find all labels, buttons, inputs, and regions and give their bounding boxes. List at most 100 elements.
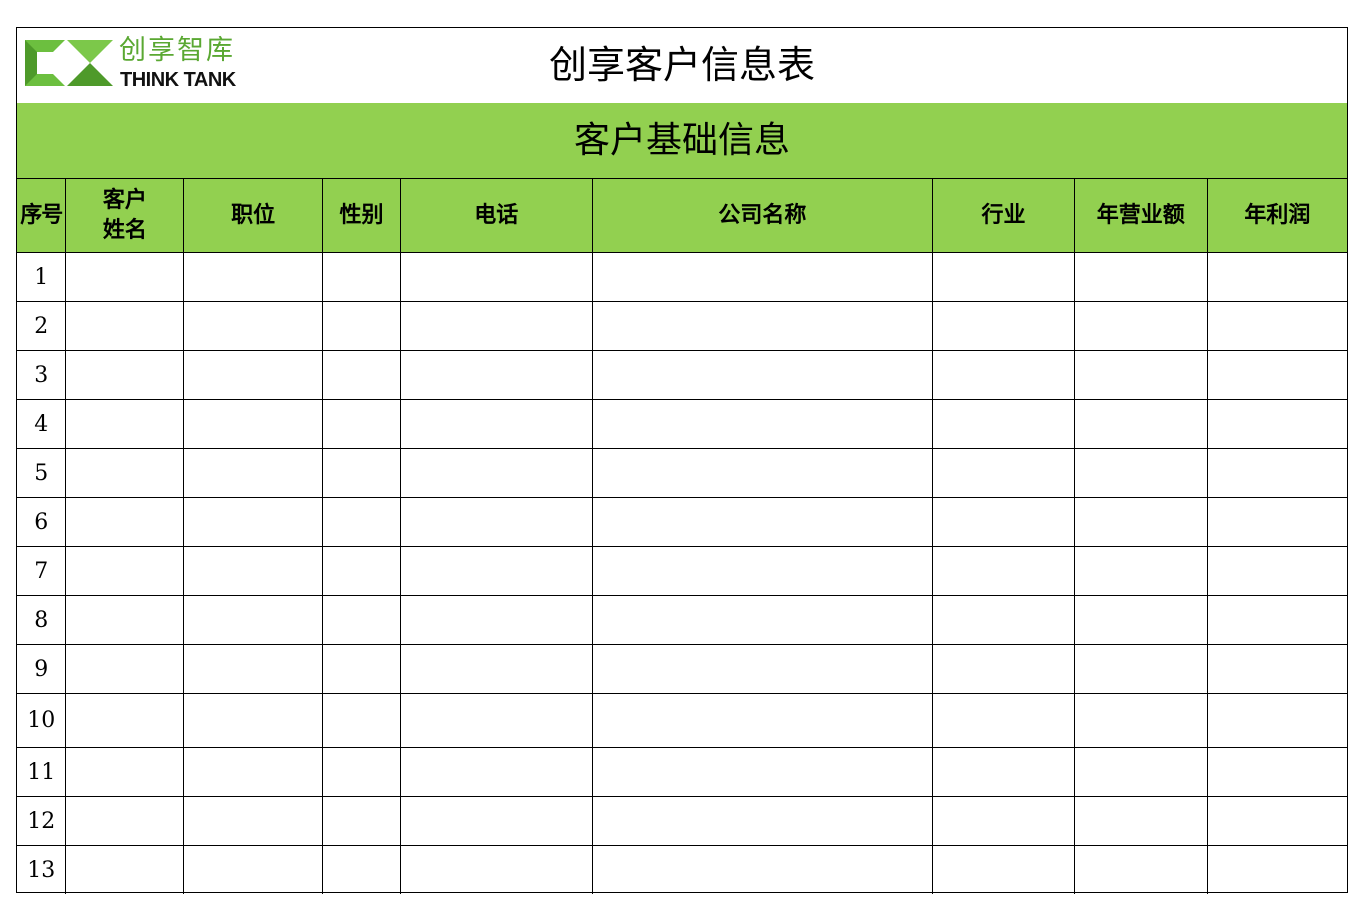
table-cell[interactable]	[65, 448, 185, 498]
table-cell[interactable]	[932, 693, 1075, 748]
table-cell[interactable]	[399, 595, 593, 645]
table-cell[interactable]	[399, 350, 593, 400]
table-cell[interactable]	[932, 845, 1075, 894]
table-cell[interactable]	[322, 546, 401, 596]
table-cell[interactable]	[1206, 301, 1347, 351]
table-cell[interactable]	[399, 399, 593, 449]
table-cell[interactable]	[399, 448, 593, 498]
table-cell[interactable]	[65, 747, 185, 797]
table-cell[interactable]	[183, 693, 324, 748]
table-cell[interactable]	[1073, 301, 1208, 351]
table-cell[interactable]	[183, 448, 324, 498]
table-cell[interactable]	[1206, 448, 1347, 498]
table-cell[interactable]	[322, 644, 401, 694]
table-cell[interactable]	[932, 350, 1075, 400]
table-cell[interactable]	[399, 252, 593, 302]
table-cell[interactable]	[932, 448, 1075, 498]
table-cell[interactable]	[1073, 399, 1208, 449]
table-cell[interactable]	[183, 252, 324, 302]
table-cell[interactable]	[183, 845, 324, 894]
table-cell[interactable]	[322, 350, 401, 400]
table-cell[interactable]	[932, 644, 1075, 694]
table-cell[interactable]	[65, 796, 185, 846]
table-cell[interactable]	[399, 796, 593, 846]
table-cell[interactable]	[65, 301, 185, 351]
table-cell[interactable]	[932, 399, 1075, 449]
table-cell[interactable]	[399, 546, 593, 596]
table-cell[interactable]	[591, 448, 934, 498]
table-cell[interactable]	[591, 399, 934, 449]
table-cell[interactable]	[591, 644, 934, 694]
table-cell[interactable]	[591, 693, 934, 748]
table-cell[interactable]	[1073, 747, 1208, 797]
table-cell[interactable]	[591, 497, 934, 547]
table-cell[interactable]	[591, 796, 934, 846]
table-cell[interactable]	[183, 644, 324, 694]
table-cell[interactable]	[591, 845, 934, 894]
table-cell[interactable]	[1073, 350, 1208, 400]
table-cell[interactable]	[1073, 546, 1208, 596]
table-cell[interactable]	[399, 693, 593, 748]
table-cell[interactable]	[591, 301, 934, 351]
table-cell[interactable]	[932, 796, 1075, 846]
table-cell[interactable]	[183, 796, 324, 846]
table-cell[interactable]	[399, 497, 593, 547]
table-cell[interactable]	[1206, 845, 1347, 894]
table-cell[interactable]	[1073, 796, 1208, 846]
table-cell[interactable]	[1206, 595, 1347, 645]
table-cell[interactable]	[1073, 693, 1208, 748]
table-cell[interactable]	[65, 497, 185, 547]
table-cell[interactable]	[322, 301, 401, 351]
table-cell[interactable]	[1073, 644, 1208, 694]
table-cell[interactable]	[399, 845, 593, 894]
table-cell[interactable]	[183, 399, 324, 449]
table-cell[interactable]	[183, 350, 324, 400]
table-cell[interactable]	[932, 252, 1075, 302]
table-cell[interactable]	[399, 301, 593, 351]
table-cell[interactable]	[1206, 693, 1347, 748]
table-cell[interactable]	[399, 747, 593, 797]
table-cell[interactable]	[183, 747, 324, 797]
table-cell[interactable]	[322, 595, 401, 645]
table-cell[interactable]	[183, 497, 324, 547]
table-cell[interactable]	[65, 252, 185, 302]
table-cell[interactable]	[183, 301, 324, 351]
table-cell[interactable]	[65, 595, 185, 645]
table-cell[interactable]	[65, 546, 185, 596]
table-cell[interactable]	[65, 644, 185, 694]
table-cell[interactable]	[322, 845, 401, 894]
table-cell[interactable]	[1206, 350, 1347, 400]
table-cell[interactable]	[591, 252, 934, 302]
table-cell[interactable]	[322, 796, 401, 846]
table-cell[interactable]	[591, 350, 934, 400]
table-cell[interactable]	[1073, 497, 1208, 547]
table-cell[interactable]	[65, 350, 185, 400]
table-cell[interactable]	[932, 497, 1075, 547]
table-cell[interactable]	[399, 644, 593, 694]
table-cell[interactable]	[1206, 399, 1347, 449]
table-cell[interactable]	[1206, 796, 1347, 846]
table-cell[interactable]	[65, 399, 185, 449]
table-cell[interactable]	[1206, 252, 1347, 302]
table-cell[interactable]	[1206, 497, 1347, 547]
table-cell[interactable]	[322, 497, 401, 547]
table-cell[interactable]	[1073, 252, 1208, 302]
table-cell[interactable]	[183, 546, 324, 596]
table-cell[interactable]	[322, 252, 401, 302]
table-cell[interactable]	[65, 693, 185, 748]
table-cell[interactable]	[932, 546, 1075, 596]
table-cell[interactable]	[322, 747, 401, 797]
table-cell[interactable]	[932, 301, 1075, 351]
table-cell[interactable]	[322, 399, 401, 449]
table-cell[interactable]	[183, 595, 324, 645]
table-cell[interactable]	[322, 693, 401, 748]
table-cell[interactable]	[322, 448, 401, 498]
table-cell[interactable]	[1206, 747, 1347, 797]
table-cell[interactable]	[1206, 546, 1347, 596]
table-cell[interactable]	[591, 747, 934, 797]
table-cell[interactable]	[1073, 595, 1208, 645]
table-cell[interactable]	[932, 747, 1075, 797]
table-cell[interactable]	[591, 546, 934, 596]
table-cell[interactable]	[1073, 845, 1208, 894]
table-cell[interactable]	[65, 845, 185, 894]
